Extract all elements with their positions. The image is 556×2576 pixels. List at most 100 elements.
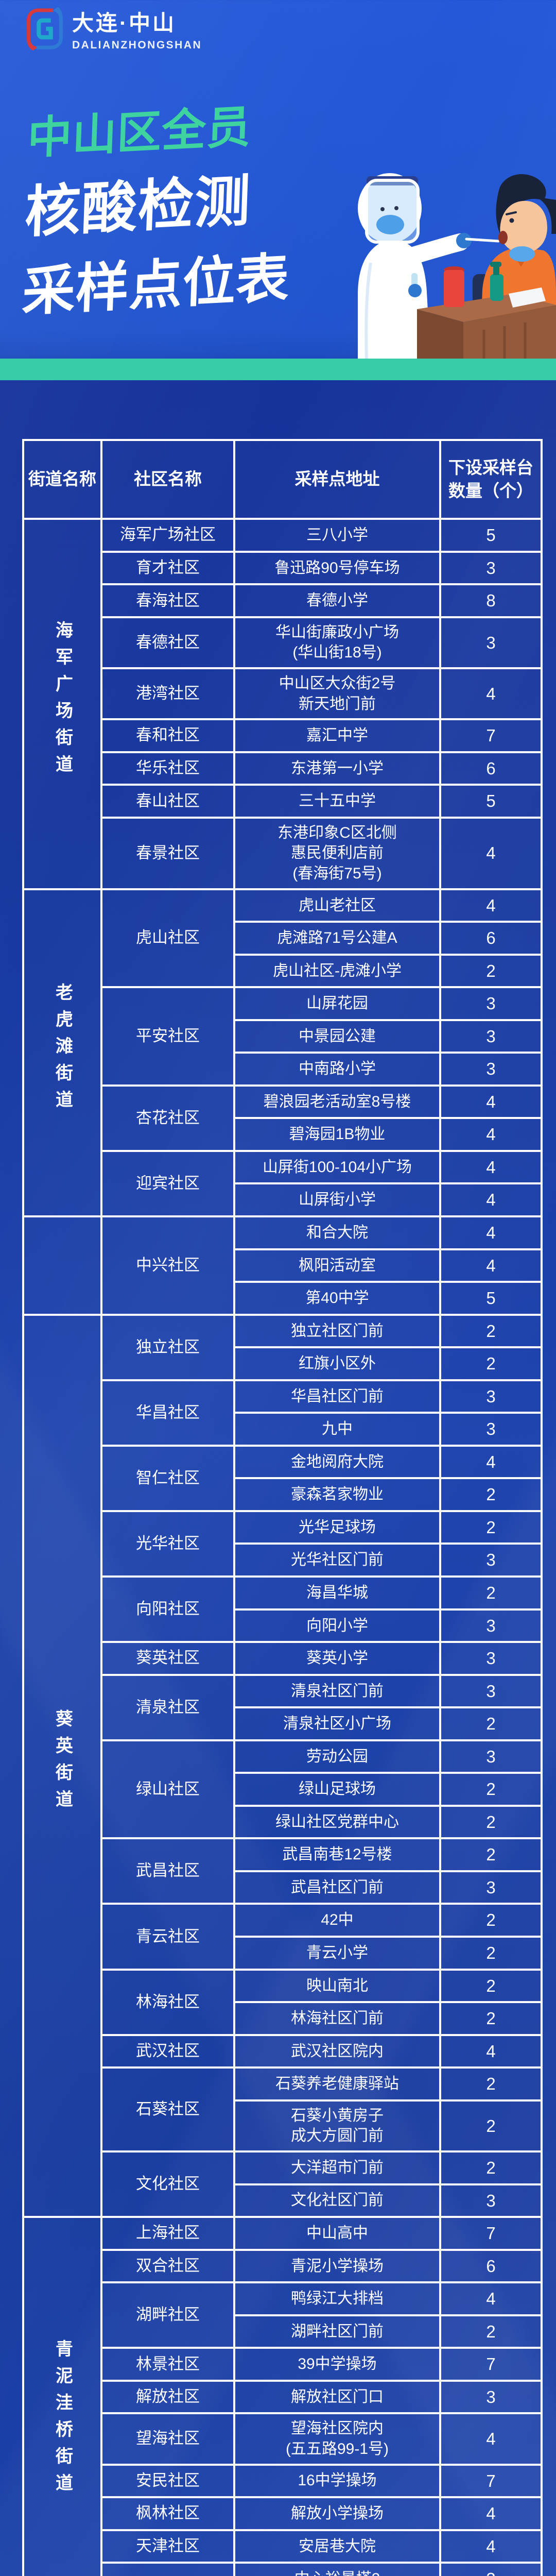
community-cell: 武汉社区 xyxy=(100,2033,235,2069)
address-cell: 湖畔社区门前 xyxy=(233,2314,441,2349)
count-cell: 4 xyxy=(439,2496,543,2531)
count-cell: 6 xyxy=(439,2248,543,2284)
street-cell: 葵英街道 xyxy=(22,1313,102,2218)
patient-hair xyxy=(496,174,546,235)
community-cell: 上海社区 xyxy=(100,2216,235,2251)
address-cell: 虎山老社区 xyxy=(233,888,441,923)
count-cell: 4 xyxy=(439,1444,543,1480)
count-cell: 4 xyxy=(439,667,543,721)
address-cell: 枫阳活动室 xyxy=(233,1248,441,1283)
sampling-point-table: 街道名称 社区名称 采样点地址 下设采样台 数量（个） 海军广场街道 海军广场社区… xyxy=(22,438,543,2576)
address-cell: 42中 xyxy=(233,1903,441,1938)
count-cell: 7 xyxy=(439,2216,543,2251)
address-cell: 三八小学 xyxy=(233,518,441,553)
address-cell: 豪森茗家物业 xyxy=(233,1477,441,1512)
community-cell: 解放社区 xyxy=(100,2379,235,2415)
address-cell: 碧浪园老活动室8号楼 xyxy=(233,1084,441,1120)
address-cell: 山屏街小学 xyxy=(233,1182,441,1217)
table-row: 青云小学 2 xyxy=(23,1936,543,1971)
address-cell: 青泥小学操场 xyxy=(233,2248,441,2284)
table-row: 老虎滩街道 虎山社区 虎山老社区 4 xyxy=(22,888,543,1218)
address-cell: 绿山社区党群中心 xyxy=(233,1804,441,1840)
table-row: 葵英街道 独立社区 独立社区门前 2 xyxy=(22,1313,543,2218)
address-cell: 鲁迅路90号停车场 xyxy=(233,550,441,586)
count-cell: 3 xyxy=(439,2183,543,2218)
table-row: 清泉社区小广场 2 xyxy=(23,1706,543,1741)
count-cell: 6 xyxy=(439,921,543,956)
count-cell: 2 xyxy=(439,953,543,989)
address-cell: 大洋超市门前 xyxy=(233,2150,441,2185)
sampling-desk xyxy=(417,262,556,359)
street-cell: 老虎滩街道 xyxy=(22,888,102,1218)
count-cell: 3 xyxy=(439,1673,543,1709)
header-community: 社区名称 xyxy=(100,438,235,520)
address-cell: 劳动公园 xyxy=(233,1739,441,1774)
logo-red-ribbon xyxy=(27,8,54,50)
table-row: 双合社区 青泥小学操场 6 xyxy=(23,2248,543,2284)
address-cell: 红旗小区外 xyxy=(233,1346,441,1381)
count-cell: 2 xyxy=(439,1313,543,1349)
table-row: 光华社区门前 3 xyxy=(23,1543,543,1578)
address-cell: 碧海园1B物业 xyxy=(233,1117,441,1152)
count-cell: 3 xyxy=(439,2562,543,2576)
community-cell: 智仁社区 xyxy=(100,1444,235,1512)
count-cell: 3 xyxy=(439,550,543,586)
address-cell: 葵英小学 xyxy=(233,1641,441,1676)
nucleic-acid-sampling-illustration xyxy=(358,173,556,359)
count-cell: 3 xyxy=(439,2379,543,2415)
table-row: 解放社区 解放社区门口 3 xyxy=(23,2379,543,2415)
table-row: 绿山社区 劳动公园 3 xyxy=(23,1739,543,1840)
address-cell: 清泉社区门前 xyxy=(233,1673,441,1709)
brand-name-en: DALIANZHONGSHAN xyxy=(72,39,202,52)
community-cell: 葵英社区 xyxy=(100,1641,235,1676)
table-row: 望海社区 望海社区院内 (五五路99-1号) 4 xyxy=(23,2412,543,2466)
count-cell: 2 xyxy=(439,1706,543,1741)
count-cell: 4 xyxy=(439,1084,543,1120)
count-cell: 4 xyxy=(439,816,543,890)
medic-mask xyxy=(376,215,404,234)
street-name-vertical: 海军广场街道 xyxy=(53,621,73,782)
community-cell: 春山社区 xyxy=(100,784,235,819)
table-row: 武昌社区门前 3 xyxy=(23,1870,543,1905)
address-cell: 林海社区门前 xyxy=(233,2001,441,2036)
community-cell: 湖畔社区 xyxy=(100,2281,235,2349)
community-cell: 华昌社区 xyxy=(100,1379,235,1447)
table-row: 华昌社区 华昌社区门前 3 xyxy=(23,1379,543,1447)
count-cell: 4 xyxy=(439,888,543,923)
paper-sheet xyxy=(509,287,546,308)
count-cell: 2 xyxy=(439,2150,543,2185)
count-cell: 3 xyxy=(439,1608,543,1643)
table-row: 春和社区 嘉汇中学 7 xyxy=(23,718,543,753)
table-row: 武昌社区 武昌南巷12号楼 2 xyxy=(23,1837,543,1905)
count-cell: 5 xyxy=(439,1281,543,1316)
count-cell: 3 xyxy=(439,616,543,669)
street-name-vertical: 葵英街道 xyxy=(53,1709,73,1817)
count-cell: 7 xyxy=(439,718,543,753)
count-cell: 8 xyxy=(439,583,543,618)
community-cell: 华乐社区 xyxy=(100,751,235,786)
community-cell: 清泉社区 xyxy=(100,1673,235,1741)
header-address: 采样点地址 xyxy=(233,438,441,520)
address-cell: 安居巷大院 xyxy=(233,2529,441,2564)
table-row: 碧海园1B物业 4 xyxy=(23,1117,543,1152)
street-name-vertical: 青泥洼桥街道 xyxy=(53,2339,73,2500)
count-cell: 4 xyxy=(439,2412,543,2466)
table-row: 中兴社区 和合大院 4 xyxy=(22,1215,543,1316)
community-cell: 枫林社区 xyxy=(100,2496,235,2531)
community-cell: 青泥社区 xyxy=(100,2562,235,2576)
count-cell: 7 xyxy=(439,2463,543,2499)
address-cell: 春德小学 xyxy=(233,583,441,618)
community-cell: 石葵社区 xyxy=(100,2066,235,2153)
address-cell: 光华足球场 xyxy=(233,1510,441,1545)
header-street: 街道名称 xyxy=(22,438,102,520)
count-cell: 4 xyxy=(439,2281,543,2316)
table-row: 平安社区 山屏花园 3 xyxy=(23,986,543,1087)
table-row: 林景社区 39中学操场 7 xyxy=(23,2347,543,2382)
table-row: 文化社区门前 3 xyxy=(23,2183,543,2218)
table-row: 中景园公建 3 xyxy=(23,1019,543,1054)
count-cell: 4 xyxy=(439,1215,543,1250)
community-cell: 迎宾社区 xyxy=(100,1149,235,1218)
address-cell: 武汉社区院内 xyxy=(233,2033,441,2069)
count-cell: 3 xyxy=(439,1641,543,1676)
patient-mask-chin xyxy=(509,246,535,262)
